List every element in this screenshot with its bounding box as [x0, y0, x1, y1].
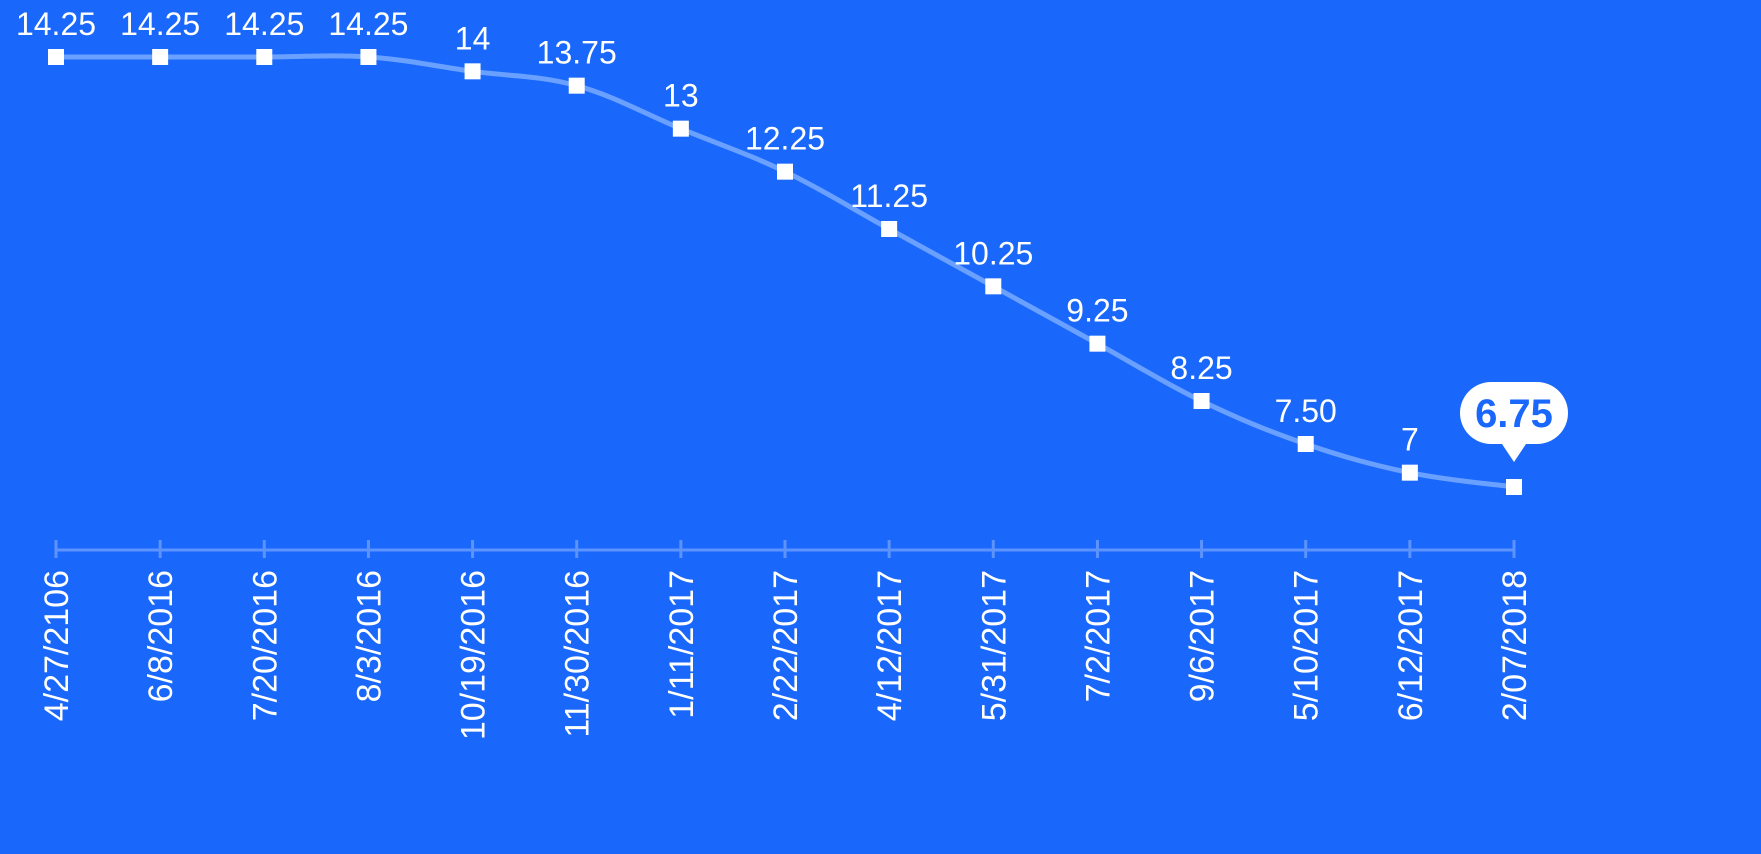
x-tick-label: 2/22/2017: [767, 570, 805, 721]
data-point: [881, 221, 898, 237]
data-point: [1089, 335, 1106, 352]
data-point: [360, 49, 377, 65]
data-label: 7: [1401, 422, 1419, 458]
callout-bubble: [1460, 382, 1568, 462]
x-tick-label: 11/30/2016: [559, 570, 597, 738]
data-label: 11.25: [850, 178, 928, 214]
data-point: [985, 278, 1002, 295]
data-point: [1506, 479, 1522, 495]
data-label: 13.75: [537, 35, 617, 71]
x-tick-label: 6/8/2016: [142, 570, 180, 702]
data-label: 12.25: [745, 121, 825, 157]
x-tick-label: 6/12/2017: [1392, 570, 1430, 721]
highlight-callout: 6.75: [1460, 382, 1568, 462]
data-point: [777, 163, 793, 180]
data-point: [464, 63, 481, 80]
data-label: 14.25: [120, 6, 200, 42]
x-tick-label: 7/2/2017: [1079, 570, 1117, 702]
data-label: 14: [455, 20, 491, 56]
data-label: 10.25: [953, 235, 1033, 271]
data-point: [1401, 464, 1418, 481]
data-label: 8.25: [1170, 350, 1232, 386]
x-tick-label: 7/20/2016: [246, 570, 284, 721]
x-tick-label: 5/31/2017: [975, 570, 1013, 721]
data-point: [568, 77, 585, 94]
x-axis: [54, 540, 1516, 558]
data-label: 7.50: [1275, 393, 1337, 429]
x-tick-label: 2/07/2018: [1496, 570, 1534, 721]
data-point: [672, 120, 689, 137]
x-tick-label: 1/11/2017: [663, 570, 701, 719]
data-point: [48, 49, 64, 65]
data-labels: 14.25 14.25 14.25 14.25 14 13.75 13 12.25 11.25 1…: [16, 6, 1419, 458]
x-tick-labels: 4/27/2106 6/8/2016 7/20/2016 8/3/2016 10/19/…: [38, 570, 1534, 740]
data-label: 9.25: [1066, 293, 1128, 329]
data-label: 14.25: [224, 6, 304, 42]
data-points: [48, 49, 1522, 495]
callout-label: 6.75: [1475, 392, 1553, 436]
x-tick-label: 4/12/2017: [871, 570, 909, 721]
x-tick-label: 10/19/2016: [455, 570, 493, 740]
data-point: [1193, 393, 1210, 409]
x-tick-label: 4/27/2106: [38, 570, 76, 721]
x-tick-label: 9/6/2017: [1184, 570, 1222, 702]
data-point: [1297, 436, 1314, 452]
data-label: 14.25: [328, 6, 408, 42]
data-point: [256, 49, 273, 65]
x-tick-label: 5/10/2017: [1288, 570, 1326, 721]
x-tick-label: 8/3/2016: [350, 570, 388, 702]
data-label: 14.25: [16, 6, 96, 42]
data-label: 13: [663, 78, 699, 114]
data-point: [152, 49, 169, 65]
